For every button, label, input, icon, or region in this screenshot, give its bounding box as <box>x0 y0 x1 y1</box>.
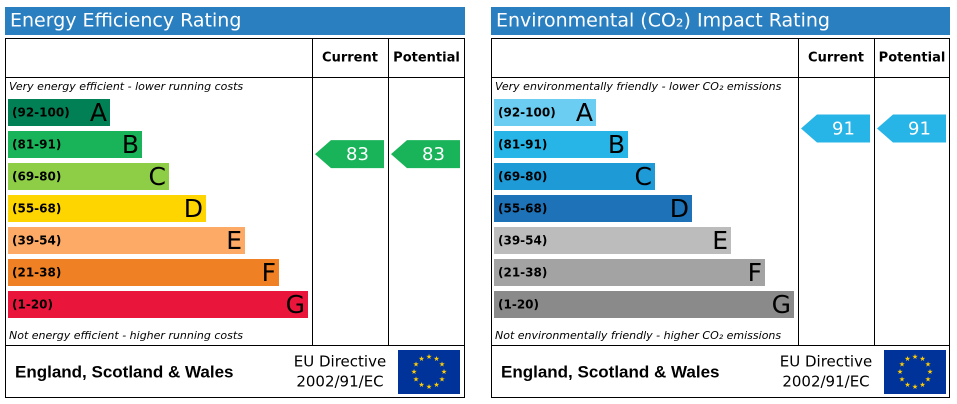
band-bar <box>494 291 794 318</box>
eu-star: ★ <box>426 353 432 361</box>
eu-star: ★ <box>912 353 918 361</box>
bottom-note: Not environmentally friendly - higher CO… <box>495 329 781 342</box>
eu-star: ★ <box>897 368 903 376</box>
band-bar <box>494 259 765 286</box>
band-range: (39-54) <box>498 234 547 248</box>
band-bar <box>8 291 308 318</box>
band-bar <box>8 259 279 286</box>
directive-line: 2002/91/EC <box>296 373 383 391</box>
panel-frame <box>491 38 950 398</box>
band-letter: C <box>149 162 166 191</box>
title-bar <box>491 7 950 35</box>
band-bar <box>494 195 692 222</box>
eu-star: ★ <box>413 376 419 384</box>
band-bar <box>494 99 596 126</box>
panel-frame <box>5 38 465 398</box>
panel-title: Energy Efficiency Rating <box>10 10 241 32</box>
eu-star: ★ <box>919 381 925 389</box>
band-bar <box>494 131 628 158</box>
column-header: Potential <box>879 51 946 66</box>
directive-line: 2002/91/EC <box>782 373 869 391</box>
title-bar <box>5 7 465 35</box>
rating-value: 91 <box>908 119 931 140</box>
eu-star: ★ <box>904 355 910 363</box>
band-letter: G <box>772 290 791 319</box>
rating-arrow <box>315 140 384 169</box>
bottom-note: Not energy efficient - higher running co… <box>9 329 243 342</box>
band-range: (21-38) <box>498 266 547 280</box>
band-letter: E <box>712 226 728 255</box>
band-range: (1-20) <box>498 298 539 312</box>
band-bar <box>494 227 731 254</box>
band-bar <box>8 195 206 222</box>
eu-star: ★ <box>426 383 432 391</box>
rating-arrow <box>391 140 460 169</box>
band-bar <box>494 163 655 190</box>
band-bar <box>8 99 110 126</box>
eu-star: ★ <box>925 361 931 369</box>
directive-line: EU Directive <box>780 353 872 371</box>
band-letter: F <box>262 258 276 287</box>
eu-star: ★ <box>441 368 447 376</box>
rating-value: 83 <box>346 144 369 165</box>
band-range: (92-100) <box>12 106 70 120</box>
column-header: Current <box>322 51 378 66</box>
band-range: (81-91) <box>12 138 61 152</box>
rating-value: 83 <box>422 144 445 165</box>
eu-star: ★ <box>411 368 417 376</box>
eu-star: ★ <box>413 361 419 369</box>
rating-value: 91 <box>832 119 855 140</box>
eu-star: ★ <box>418 381 424 389</box>
band-letter: C <box>635 162 652 191</box>
eu-star: ★ <box>927 368 933 376</box>
footer-region: England, Scotland & Wales <box>501 362 720 381</box>
column-header: Current <box>808 51 864 66</box>
eu-star: ★ <box>418 355 424 363</box>
footer-region: England, Scotland & Wales <box>15 362 234 381</box>
eu-star: ★ <box>899 361 905 369</box>
band-letter: D <box>670 194 689 223</box>
band-range: (39-54) <box>12 234 61 248</box>
directive-line: EU Directive <box>294 353 386 371</box>
band-letter: F <box>748 258 762 287</box>
eu-star: ★ <box>919 355 925 363</box>
eu-star: ★ <box>439 376 445 384</box>
band-letter: G <box>286 290 305 319</box>
eu-star: ★ <box>439 361 445 369</box>
band-bar <box>8 163 169 190</box>
band-range: (1-20) <box>12 298 53 312</box>
band-letter: E <box>226 226 242 255</box>
band-range: (21-38) <box>12 266 61 280</box>
panel-title: Environmental (CO₂) Impact Rating <box>496 10 830 32</box>
eu-flag <box>398 350 460 394</box>
eu-star: ★ <box>912 383 918 391</box>
column-header: Potential <box>393 51 460 66</box>
band-letter: D <box>184 194 203 223</box>
eu-star: ★ <box>925 376 931 384</box>
band-letter: B <box>608 130 625 159</box>
eu-star: ★ <box>899 376 905 384</box>
band-letter: A <box>90 98 107 127</box>
band-range: (69-80) <box>498 170 547 184</box>
top-note: Very energy efficient - lower running co… <box>9 80 243 93</box>
band-range: (69-80) <box>12 170 61 184</box>
band-range: (81-91) <box>498 138 547 152</box>
eu-flag <box>884 350 946 394</box>
band-bar <box>8 131 142 158</box>
band-range: (55-68) <box>12 202 61 216</box>
band-bar <box>8 227 245 254</box>
rating-arrow <box>877 114 946 143</box>
eu-star: ★ <box>433 381 439 389</box>
eu-star: ★ <box>433 355 439 363</box>
eu-star: ★ <box>904 381 910 389</box>
rating-arrow <box>801 114 870 143</box>
top-note: Very environmentally friendly - lower CO… <box>495 80 782 93</box>
band-letter: B <box>122 130 139 159</box>
band-letter: A <box>576 98 593 127</box>
band-range: (55-68) <box>498 202 547 216</box>
band-range: (92-100) <box>498 106 556 120</box>
